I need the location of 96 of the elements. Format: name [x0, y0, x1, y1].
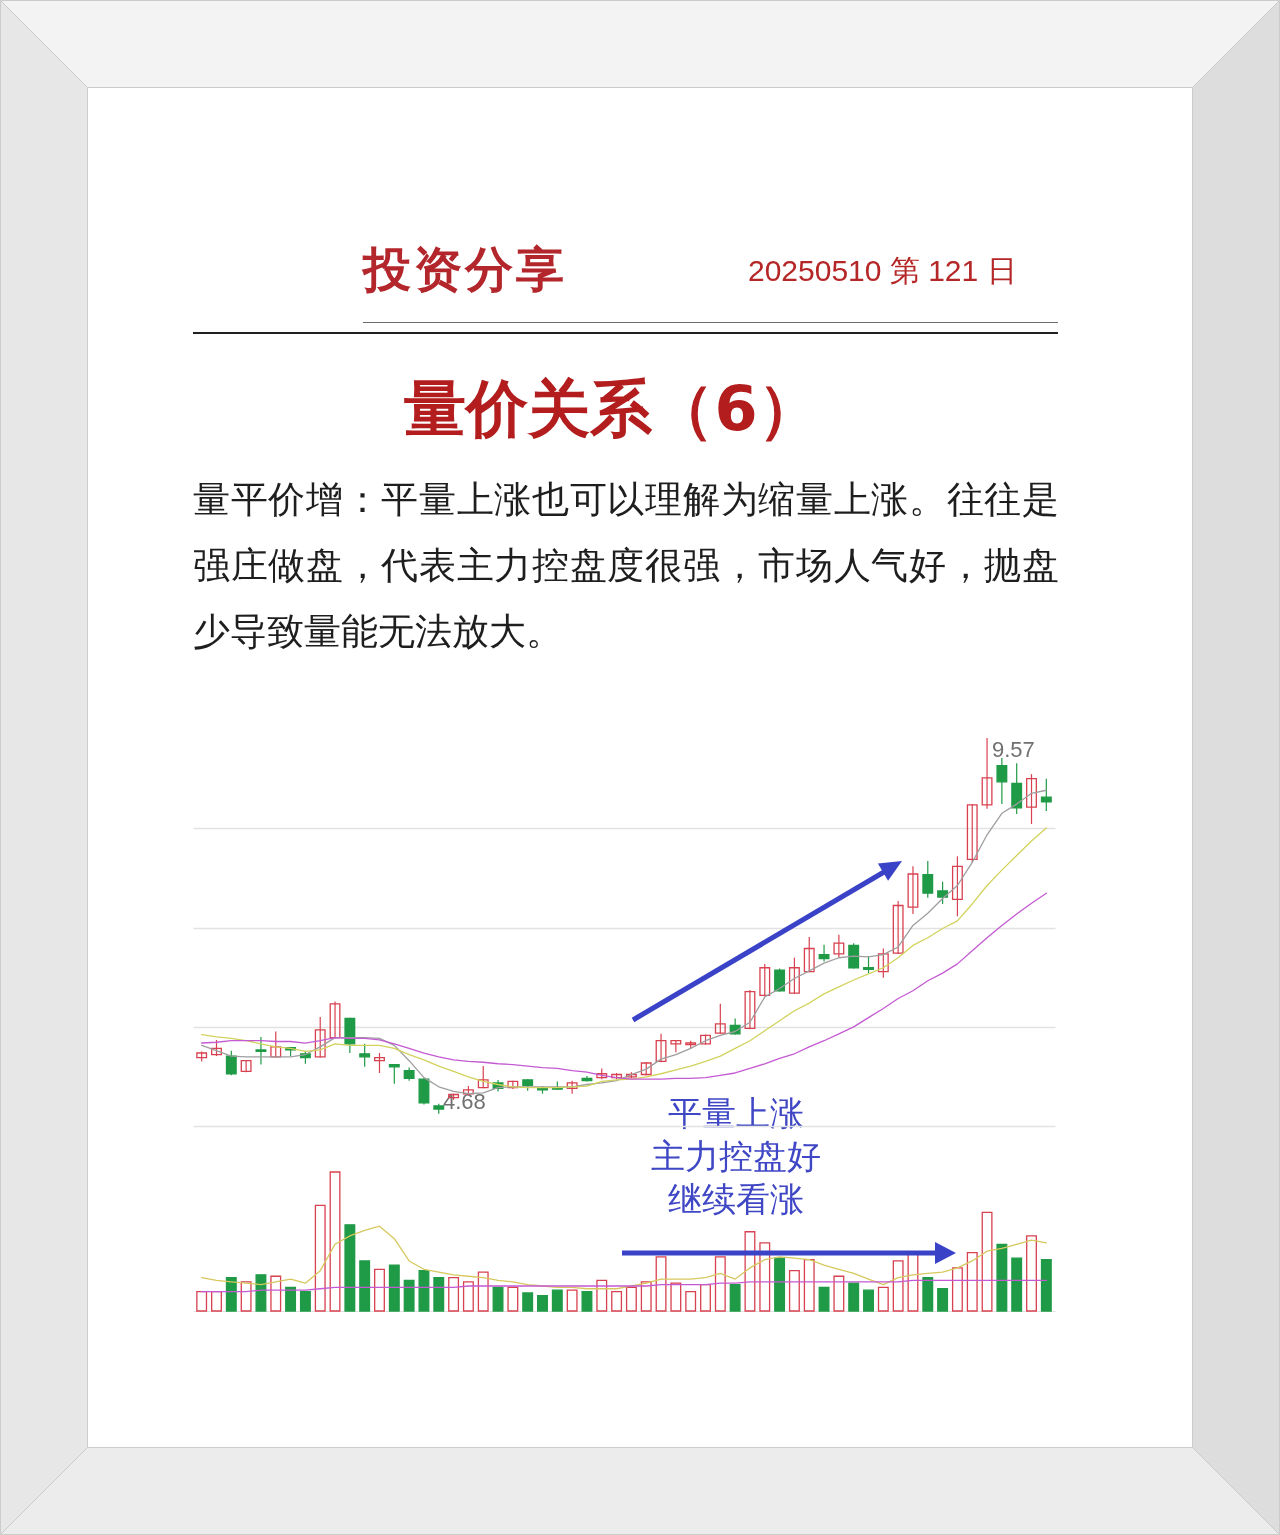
candlestick	[803, 936, 815, 973]
candlestick	[877, 947, 889, 979]
bar	[255, 1274, 267, 1312]
bar	[522, 1292, 534, 1312]
candlestick	[670, 1039, 682, 1053]
candlestick	[477, 1065, 489, 1089]
bar	[788, 1270, 800, 1312]
bar	[1026, 1235, 1037, 1312]
bar	[1011, 1257, 1023, 1312]
candlestick	[833, 934, 845, 959]
bar	[374, 1268, 385, 1312]
candlestick	[848, 942, 860, 970]
chart-subtitle: 量平价增：平量上涨也可以理解为缩量上涨。往往是强庄做盘，代表主力控盘度很强，市场人气好，抛盘少导致量能无法放大。	[193, 477, 1059, 655]
bar	[225, 1276, 237, 1312]
annotation: 继续看涨	[667, 1178, 805, 1221]
bar	[448, 1276, 460, 1312]
bar	[314, 1204, 326, 1312]
bar	[581, 1290, 593, 1312]
candlestick	[981, 737, 993, 810]
bar	[833, 1275, 845, 1312]
bar	[863, 1289, 874, 1312]
candlestick	[892, 900, 904, 955]
bar	[625, 1286, 637, 1312]
candlestick	[922, 860, 934, 899]
bar	[640, 1281, 652, 1312]
bar	[462, 1281, 474, 1312]
bar	[818, 1286, 830, 1312]
bar	[996, 1243, 1008, 1312]
bar	[759, 1242, 771, 1312]
candlestick	[225, 1050, 237, 1076]
bar	[418, 1270, 430, 1312]
bar	[700, 1283, 711, 1312]
bar	[299, 1290, 311, 1312]
annotation: 4.68	[443, 1089, 486, 1114]
candlestick	[418, 1077, 430, 1106]
bar	[196, 1290, 208, 1312]
bar	[477, 1271, 489, 1312]
chart-title: 量价关系（6）	[403, 372, 821, 446]
candlestick	[966, 803, 978, 864]
bar	[729, 1283, 741, 1312]
bar	[240, 1281, 252, 1312]
bar	[803, 1258, 815, 1312]
bar	[596, 1279, 608, 1312]
candlestick	[270, 1030, 282, 1059]
bar	[966, 1251, 978, 1312]
candlestick	[907, 865, 919, 915]
candlestick	[744, 989, 756, 1030]
candlestick	[359, 1043, 371, 1068]
bar	[1040, 1258, 1052, 1312]
candlestick	[255, 1036, 267, 1066]
candlestick	[655, 1033, 667, 1063]
bar	[848, 1282, 860, 1312]
bar	[285, 1286, 297, 1312]
candlestick	[788, 957, 800, 995]
candlestick	[937, 881, 949, 905]
bar	[270, 1275, 282, 1312]
candlestick	[818, 944, 830, 963]
annotation: 9.57	[992, 737, 1035, 762]
bar	[403, 1279, 415, 1312]
candlestick	[240, 1059, 252, 1073]
bar	[774, 1257, 786, 1312]
bar	[981, 1211, 993, 1312]
bar	[433, 1276, 445, 1312]
bar	[937, 1288, 949, 1312]
candlestick	[759, 963, 771, 997]
candlestick	[507, 1080, 519, 1090]
annotation: 主力控盘好	[650, 1135, 822, 1178]
bar	[344, 1224, 356, 1312]
text: 投资分享	[363, 240, 567, 299]
bar	[685, 1290, 697, 1312]
bar	[359, 1260, 371, 1312]
bar	[877, 1286, 889, 1312]
bar	[551, 1289, 563, 1312]
candlestick	[714, 1003, 726, 1035]
candlestick	[329, 1000, 341, 1040]
bar	[388, 1264, 400, 1312]
candlestick	[314, 1016, 326, 1059]
bar	[892, 1260, 904, 1312]
bar	[611, 1290, 623, 1312]
text: 20250510 第 121 日	[748, 253, 1017, 289]
bar	[655, 1256, 667, 1312]
bar	[537, 1295, 548, 1312]
candlestick	[374, 1052, 385, 1074]
bar	[744, 1231, 756, 1312]
bar	[922, 1276, 934, 1312]
candlestick	[996, 757, 1008, 805]
bar	[951, 1267, 963, 1312]
candlestick	[951, 855, 963, 917]
bar	[492, 1286, 504, 1312]
candlestick	[1026, 773, 1037, 825]
bar	[507, 1286, 519, 1312]
bar	[566, 1289, 578, 1312]
bar	[670, 1282, 682, 1312]
bar	[329, 1171, 341, 1312]
candlestick	[566, 1080, 578, 1095]
bar	[714, 1256, 726, 1312]
